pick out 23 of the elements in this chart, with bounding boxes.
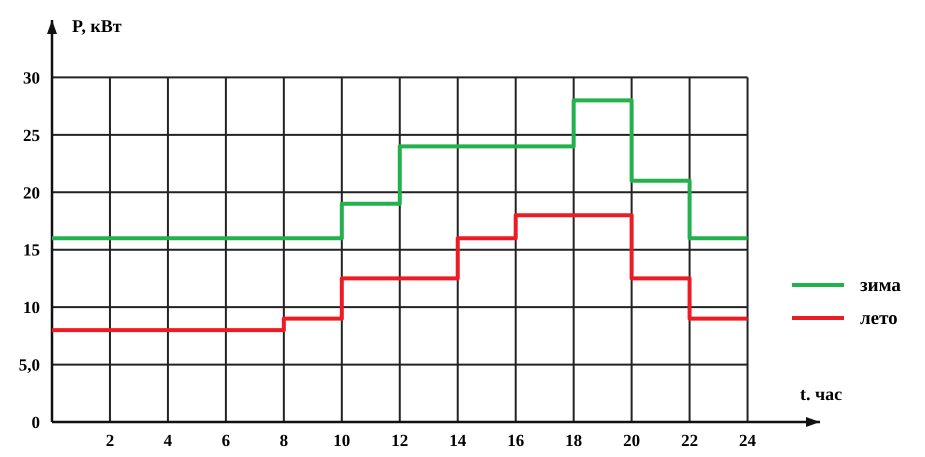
x-tick-label: 18 bbox=[565, 431, 582, 450]
x-tick-label: 6 bbox=[222, 431, 230, 450]
x-tick-label: 12 bbox=[391, 431, 408, 450]
y-tick-label: 5,0 bbox=[18, 356, 40, 375]
y-tick-label: 30 bbox=[23, 68, 40, 88]
y-axis-title: P, кВт bbox=[72, 16, 122, 36]
x-tick-label: 16 bbox=[507, 431, 524, 450]
x-tick-label: 2 bbox=[106, 431, 114, 450]
x-tick-label: 8 bbox=[280, 431, 288, 450]
y-tick-label: 15 bbox=[23, 240, 40, 260]
x-tick-label: 10 bbox=[333, 431, 350, 450]
y-tick-label: 0 bbox=[32, 413, 40, 432]
y-tick-label: 20 bbox=[23, 183, 40, 202]
x-tick-label: 20 bbox=[623, 431, 640, 450]
x-tick-label: 22 bbox=[681, 431, 698, 450]
y-tick-label: 10 bbox=[23, 298, 40, 318]
x-tick-label: 24 bbox=[739, 431, 757, 450]
y-tick-label: 25 bbox=[23, 126, 40, 145]
legend-label: зима bbox=[860, 275, 902, 296]
x-tick-label: 4 bbox=[164, 431, 173, 450]
x-axis-title: t. час bbox=[800, 384, 842, 404]
legend-label: лето bbox=[860, 308, 898, 329]
x-tick-label: 14 bbox=[449, 431, 467, 450]
